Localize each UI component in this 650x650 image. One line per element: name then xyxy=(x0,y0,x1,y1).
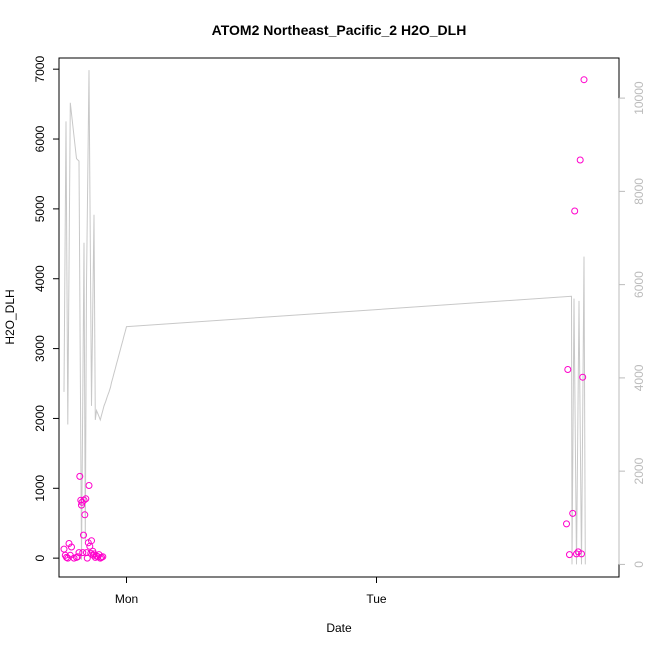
y2-tick-label: 0 xyxy=(632,561,646,568)
y2-tick-label: 2000 xyxy=(632,457,646,484)
chart-title: ATOM2 Northeast_Pacific_2 H2O_DLH xyxy=(212,22,467,38)
data-point xyxy=(85,482,93,489)
y-axis-label: H2O_DLH xyxy=(3,289,17,344)
data-point xyxy=(80,496,88,504)
data-point xyxy=(88,537,95,545)
y-tick-label: 3000 xyxy=(33,335,47,362)
data-point xyxy=(579,373,587,381)
data-point xyxy=(74,553,82,561)
plot-area: 0 1000 2000 3000 4000 5000 6000 7000 0 2000 4000 60… xyxy=(33,56,646,606)
data-point xyxy=(571,207,579,215)
x-axis-label: Date xyxy=(326,621,352,635)
data-point xyxy=(81,511,89,519)
data-point xyxy=(83,554,91,562)
y2-tick-label: 8000 xyxy=(632,178,646,205)
data-point xyxy=(563,520,570,528)
data-point xyxy=(578,550,585,558)
data-point xyxy=(76,472,84,480)
y2-tick-label: 10000 xyxy=(632,81,646,115)
data-point xyxy=(80,531,87,539)
data-point xyxy=(569,509,577,517)
y-tick-label: 2000 xyxy=(33,405,47,432)
y-tick-label: 6000 xyxy=(33,125,47,152)
y-tick-label: 1000 xyxy=(33,475,47,502)
y2-tick-label: 6000 xyxy=(632,271,646,298)
data-point xyxy=(580,76,588,84)
data-point xyxy=(576,156,584,164)
data-point xyxy=(79,549,87,557)
data-point xyxy=(78,498,86,506)
x-tick-label: Tue xyxy=(366,592,387,606)
y-tick-label: 7000 xyxy=(33,56,47,83)
data-point xyxy=(68,543,75,551)
x-tick-label: Mon xyxy=(115,592,138,606)
data-point xyxy=(75,549,83,557)
data-point xyxy=(82,495,90,503)
data-point xyxy=(99,553,107,561)
y-tick-label: 4000 xyxy=(33,265,47,292)
y-tick-label: 0 xyxy=(33,554,47,561)
data-point xyxy=(573,550,580,558)
y2-tick-label: 4000 xyxy=(632,364,646,391)
series-line-0 xyxy=(63,70,586,565)
data-point xyxy=(564,366,572,373)
y-tick-label: 5000 xyxy=(33,195,47,222)
data-point xyxy=(566,551,573,559)
